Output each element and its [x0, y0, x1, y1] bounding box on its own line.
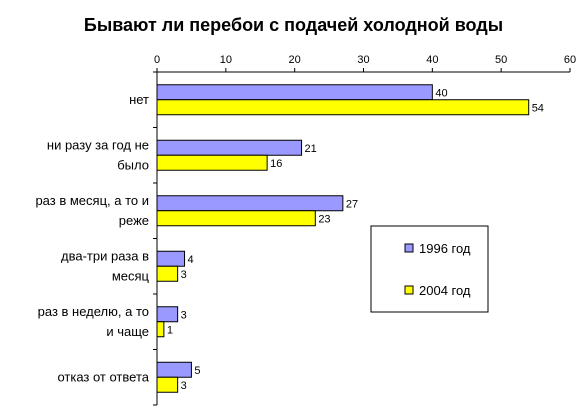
x-tick-label: 60 [564, 54, 576, 66]
chart-title: Бывают ли перебои с подачей холодной вод… [83, 15, 504, 35]
x-tick-label: 40 [426, 54, 438, 66]
bar [156, 321, 165, 338]
category-label: раз в месяц, а то и [35, 193, 149, 208]
category-label: ни разу за год не [47, 137, 149, 152]
x-tick-label: 10 [220, 54, 232, 66]
bar [156, 376, 179, 393]
data-label: 23 [318, 213, 330, 225]
bar [156, 265, 179, 282]
category-label: два-три раза в [61, 248, 149, 263]
data-label: 54 [532, 102, 544, 114]
bar [156, 361, 192, 378]
data-label: 3 [181, 309, 187, 321]
data-label: 1 [167, 324, 173, 336]
category-label: реже [119, 213, 149, 228]
bar [156, 154, 268, 171]
bar [156, 139, 303, 156]
legend-label: 1996 год [419, 241, 471, 256]
category-label: и чаще [106, 324, 149, 339]
data-label: 16 [270, 158, 282, 170]
data-label: 4 [188, 254, 194, 266]
category-label: нет [129, 92, 149, 107]
category-label: отказ от ответа [57, 369, 149, 384]
data-label: 21 [305, 143, 317, 155]
bar [156, 99, 530, 116]
bar [156, 84, 433, 101]
legend-swatch [404, 285, 414, 295]
bar [156, 250, 186, 267]
category-label: раз в неделю, а то [38, 304, 149, 319]
legend-swatch [404, 243, 414, 253]
data-label: 27 [346, 198, 358, 210]
data-label: 5 [194, 365, 200, 377]
x-tick-label: 30 [357, 54, 369, 66]
legend [370, 225, 489, 313]
x-tick-label: 20 [289, 54, 301, 66]
bar [156, 306, 179, 323]
data-label: 3 [181, 380, 187, 392]
bar [156, 210, 316, 227]
legend-label: 2004 год [419, 283, 471, 298]
bar [156, 195, 344, 212]
data-label: 40 [435, 87, 447, 99]
x-tick-label: 50 [495, 54, 507, 66]
category-label: было [117, 157, 149, 172]
category-label: месяц [112, 268, 150, 283]
data-label: 3 [181, 269, 187, 281]
x-tick-label: 0 [154, 54, 160, 66]
